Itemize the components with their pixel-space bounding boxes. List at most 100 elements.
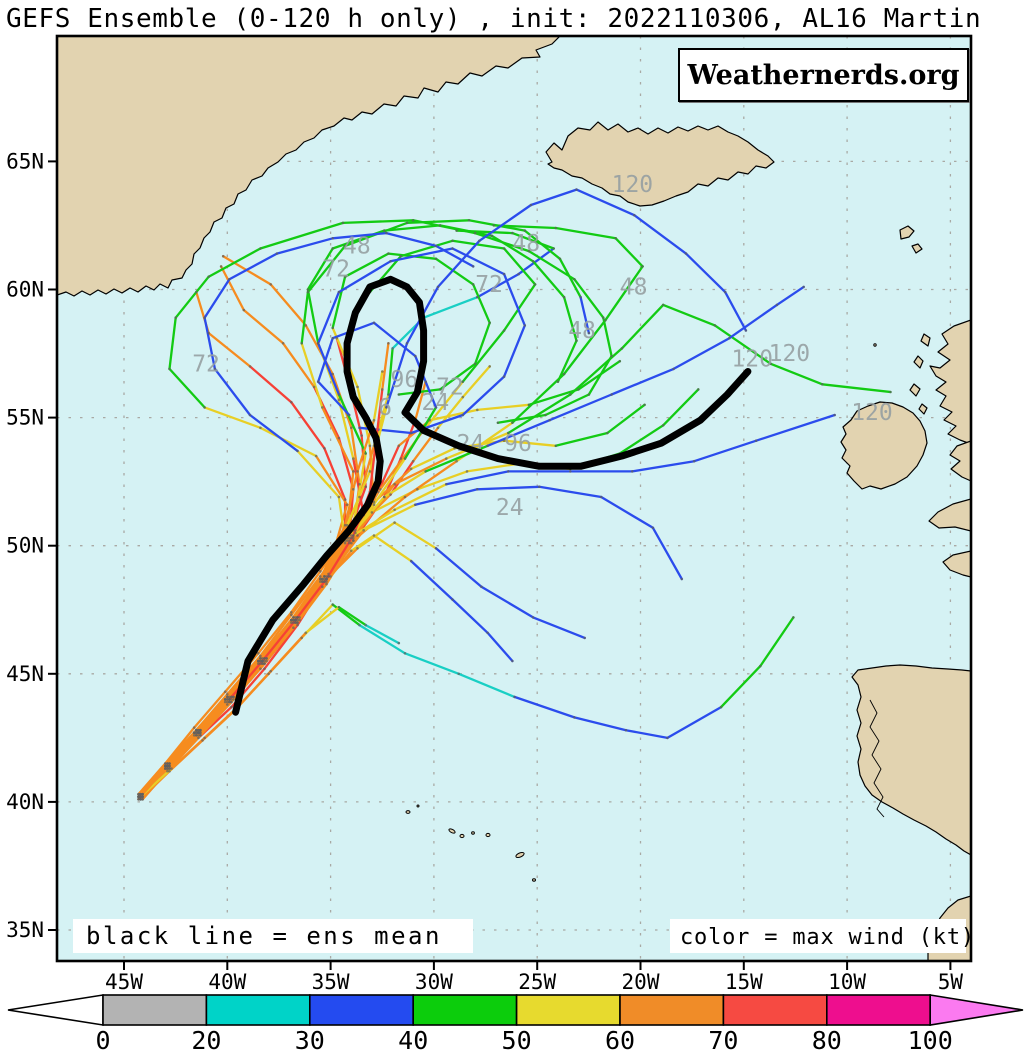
ensemble-track-segment [343, 252, 390, 278]
watermark-text: Weathernerds.org [687, 59, 960, 91]
ensemble-track-segment [197, 698, 231, 734]
ensemble-track-segment [317, 337, 334, 383]
ensemble-track-segment [269, 631, 307, 673]
ensemble-track-segment [372, 321, 417, 358]
lat-tick-label: 40N [6, 790, 44, 814]
ensemble-track-segment [624, 729, 669, 740]
ensemble-track-segment [755, 413, 836, 442]
ensemble-track-segment [281, 342, 316, 389]
ensemble-track-segment [666, 705, 723, 740]
ensemble-track-segment [296, 580, 328, 624]
ensemble-track-segment [579, 296, 591, 335]
ensemble-track-segment [228, 252, 279, 281]
hour-label: 72 [436, 375, 464, 401]
hour-label: 72 [322, 257, 350, 283]
ensemble-track-segment [248, 413, 299, 453]
ensemble-track-segment [428, 408, 479, 422]
ensemble-track-segment [364, 623, 400, 645]
ensemble-track-segment [486, 631, 514, 663]
ensemble-track-segment [618, 424, 665, 455]
hour-label: 48 [620, 275, 648, 301]
ensemble-track-segment [672, 337, 731, 371]
ensemble-track-segment [341, 219, 415, 225]
ensemble-track-segment [300, 290, 310, 345]
ensemble-track-segment [372, 370, 384, 422]
ensemble-track-segment [529, 188, 578, 207]
ensemble-track-segment [554, 431, 609, 447]
ensemble-track-segment [410, 447, 456, 470]
ensemble-track-segment [445, 431, 510, 460]
page-title: GEFS Ensemble (0-120 h only) , init: 202… [6, 4, 982, 34]
ensemble-track-segment [604, 265, 644, 322]
ensemble-track-segment [203, 278, 231, 319]
ensemble-track-segment [389, 247, 454, 263]
hour-label: 120 [851, 400, 893, 426]
legend-right: color = max wind (kt) [670, 919, 974, 953]
ensemble-track-segment [337, 393, 367, 455]
ensemble-track-segment [362, 503, 417, 532]
ensemble-track-segment [461, 329, 506, 383]
ensemble-track-segment [620, 303, 665, 350]
ensemble-track-segment [317, 342, 341, 396]
ensemble-track-segment [556, 339, 578, 383]
ensemble-track-segment [693, 439, 758, 463]
ensemble-track-segment [343, 470, 359, 527]
ensemble-track-segment [517, 247, 555, 276]
ensemble-track-segment [548, 393, 613, 422]
ensemble-track-segment [306, 244, 347, 294]
ensemble-track-segment [257, 611, 293, 655]
ensemble-track-segment [306, 247, 334, 291]
colorbar-value: 40 [398, 1026, 428, 1054]
ensemble-track-segment [405, 219, 471, 225]
ensemble-track-segment [374, 388, 384, 442]
ensemble-track-segment [137, 764, 167, 798]
ensemble-track-segment [713, 324, 772, 365]
lon-tick-label: 25W [518, 970, 556, 994]
ensemble-track-segment [531, 616, 586, 640]
ensemble-track-segment [527, 249, 576, 281]
ensemble-track-segment [203, 316, 217, 371]
ensemble-track-segment [502, 439, 557, 447]
ensemble-track-segment [199, 700, 233, 737]
colorbar-value: 80 [812, 1026, 842, 1054]
ensemble-track-segment [257, 618, 293, 663]
ensemble-track-segment [290, 401, 326, 450]
ensemble-track-segment [248, 365, 293, 404]
ensemble-track-segment [306, 288, 320, 345]
ensemble-track-segment [414, 380, 427, 422]
ensemble-track-segment [631, 460, 696, 473]
hour-label: 72 [192, 352, 220, 378]
ensemble-track-segment [554, 226, 617, 240]
ensemble-track-segment [434, 257, 475, 286]
ensemble-track-segment [651, 526, 683, 581]
ensemble-track-segment [502, 324, 526, 378]
ensemble-track-segment [531, 260, 566, 299]
ensemble-track-segment [728, 303, 779, 340]
ensemble-track-segment [573, 278, 605, 319]
ensemble-track-segment [422, 296, 479, 319]
hour-label: 96 [391, 367, 419, 393]
ensemble-track-segment [207, 247, 262, 278]
ensemble-track-segment [420, 380, 464, 435]
ensemble-track-segment [434, 244, 475, 268]
ensemble-track-segment [197, 700, 231, 737]
ensemble-track-segment [719, 664, 762, 709]
ensemble-track-segment [684, 252, 727, 294]
ensemble-track-segment [203, 406, 262, 429]
ensemble-track-segment [480, 585, 535, 619]
ensemble-track-segment [562, 319, 607, 376]
ensemble-track-segment [614, 237, 644, 268]
ensemble-track-segment [399, 239, 454, 258]
colorbar-value: 60 [605, 1026, 635, 1054]
hour-label: 96 [504, 431, 532, 457]
ensemble-track-segment [502, 283, 537, 332]
ensemble-track-segment [507, 393, 572, 435]
ensemble-track-segment [416, 470, 469, 491]
legend-left: black line = ens mean [73, 919, 473, 953]
ensemble-track-segment [511, 231, 555, 250]
ensemble-track-segment [502, 272, 526, 327]
ensemble-track-segment [502, 247, 537, 286]
ensemble-track-segment [296, 449, 341, 499]
ensemble-track-segment [350, 534, 376, 552]
